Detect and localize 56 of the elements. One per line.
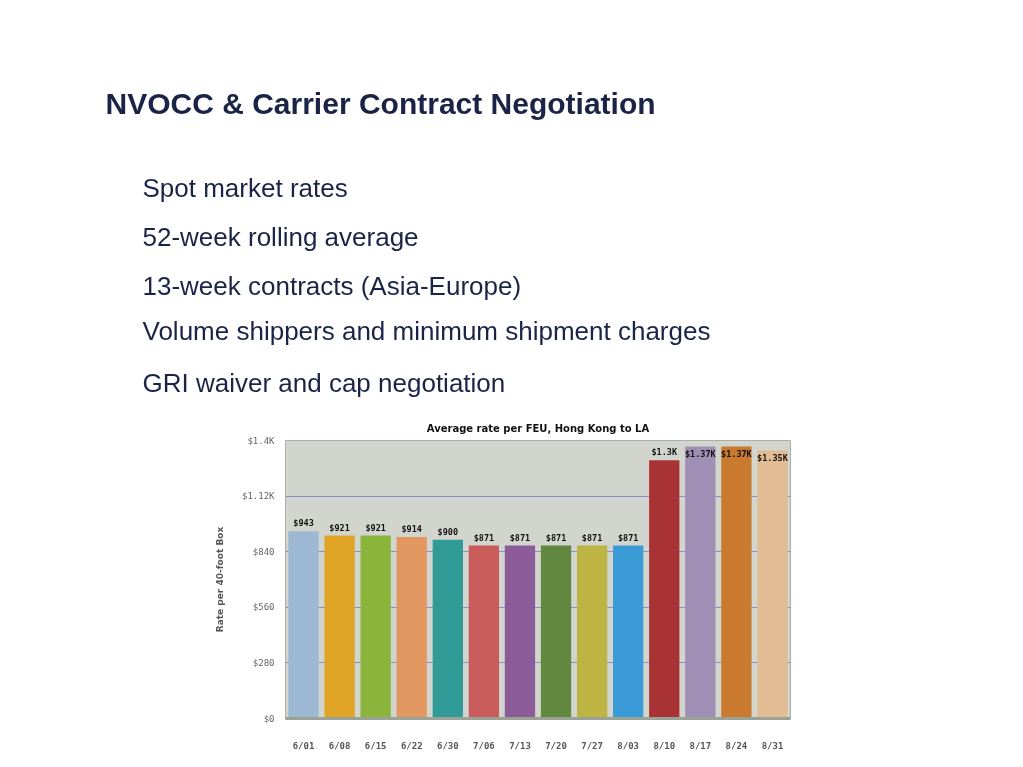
x-tick-label: 7/20: [545, 740, 567, 751]
y-tick-label: $840: [252, 546, 275, 557]
x-tick-label: 7/06: [473, 740, 495, 751]
x-tick-label: 7/27: [581, 740, 603, 751]
bar: [324, 535, 355, 719]
bar: [685, 446, 716, 719]
data-label: $900: [437, 526, 459, 537]
bar: [432, 539, 463, 719]
y-tick-label: $0: [263, 713, 275, 724]
x-tick-label: 6/30: [436, 740, 459, 751]
text: GRI waiver and cap negotiation: [142, 368, 506, 398]
y-tick-label: $1.12K: [241, 491, 276, 502]
bar: [613, 545, 644, 719]
bar: [360, 535, 391, 719]
y-tick-label: $1.4K: [247, 435, 276, 446]
x-tick-label: 8/03: [617, 740, 640, 751]
x-tick-label: 6/22: [400, 740, 423, 751]
bar: [396, 537, 427, 719]
data-label: $1.35K: [757, 453, 789, 464]
bar: [540, 545, 572, 719]
x-tick-label: 6/15: [364, 740, 387, 751]
bar: [721, 446, 752, 719]
data-label: $1.37K: [721, 449, 753, 460]
bar: [468, 545, 500, 719]
data-label: $921: [329, 522, 350, 533]
data-label: $921: [365, 522, 386, 533]
x-tick-label: 7/13: [509, 740, 531, 751]
chart-subtitle: Average rate per FEU, Hong Kong to LA: [426, 423, 650, 434]
data-label: $914: [401, 524, 422, 535]
bar: [288, 531, 319, 719]
x-tick-label: 8/31: [761, 740, 784, 751]
bar: [757, 450, 788, 719]
y-tick-label: $280: [252, 657, 275, 668]
data-label: $1.3K: [651, 447, 678, 458]
x-tick-label: 8/17: [689, 740, 712, 751]
data-label: $871: [581, 532, 603, 543]
text: Spot market rates: [142, 173, 348, 203]
y-axis-title: Rate per 40-foot Box: [214, 526, 225, 633]
x-tick-label: 8/10: [653, 740, 676, 751]
bar: [649, 460, 680, 719]
bar: [576, 545, 608, 719]
x-tick-label: 6/08: [328, 740, 351, 751]
text: 13-week contracts (Asia-Europe): [142, 271, 522, 301]
data-label: $871: [473, 532, 495, 543]
chart-title: NVOCC & Carrier Contract Negotiation: [105, 87, 656, 120]
data-label: $871: [545, 532, 567, 543]
data-label: $943: [293, 518, 314, 529]
data-label: $871: [617, 532, 639, 543]
y-tick-label: $560: [252, 602, 275, 613]
x-tick-label: 8/24: [725, 740, 748, 751]
text: Volume shippers and minimum shipment charges: [142, 315, 711, 346]
data-label: $871: [509, 532, 531, 543]
text: 52-week rolling average: [142, 222, 419, 252]
data-label: $1.37K: [684, 449, 717, 460]
bar: [504, 545, 536, 719]
x-tick-label: 6/01: [292, 740, 315, 751]
